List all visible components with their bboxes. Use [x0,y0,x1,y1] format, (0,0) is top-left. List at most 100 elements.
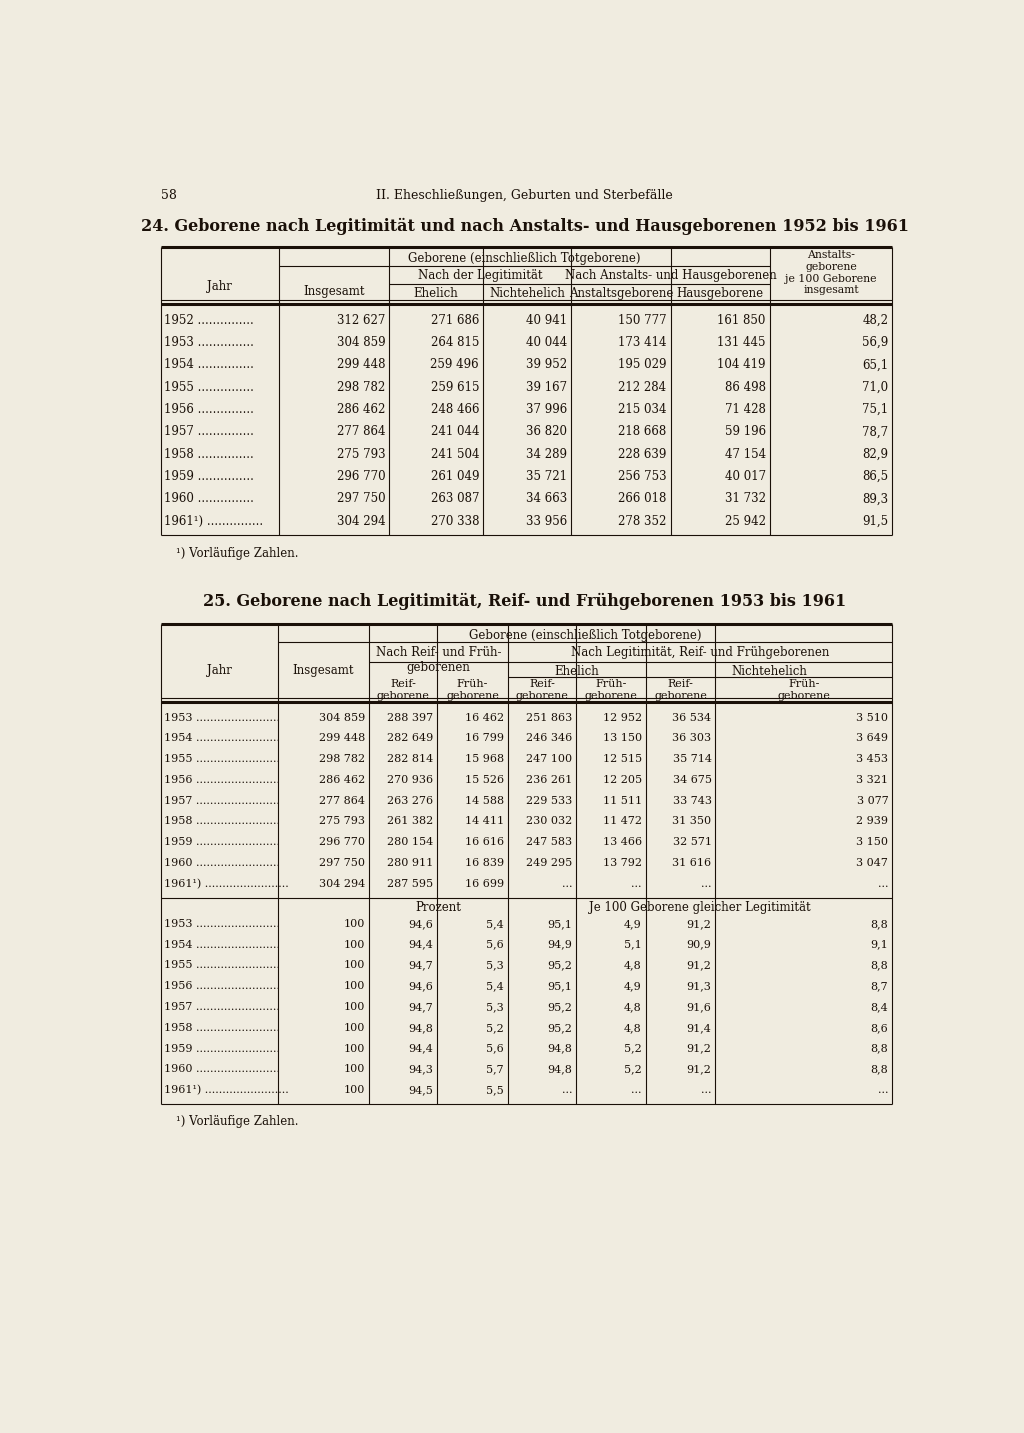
Text: 195 029: 195 029 [618,358,667,371]
Text: Reif-
geborene: Reif- geborene [377,679,429,701]
Text: Je 100 Geborene gleicher Legitimität: Je 100 Geborene gleicher Legitimität [589,901,811,914]
Text: 59 196: 59 196 [725,426,766,438]
Text: II. Eheschließungen, Geburten und Sterbefälle: II. Eheschließungen, Geburten und Sterbe… [377,189,673,202]
Text: Geborene (einschließlich Totgeborene): Geborene (einschließlich Totgeborene) [469,629,701,642]
Text: 1960 ...............: 1960 ............... [165,493,254,506]
Text: 1952 ...............: 1952 ............... [165,314,254,327]
Text: Reif-
geborene: Reif- geborene [654,679,707,701]
Text: 1959 ...............: 1959 ............... [165,470,254,483]
Text: 1958 ...............: 1958 ............... [165,447,254,460]
Text: 282 649: 282 649 [387,734,433,744]
Text: 16 799: 16 799 [465,734,504,744]
Text: 230 032: 230 032 [526,817,572,827]
Text: 31 616: 31 616 [673,858,712,868]
Text: ...: ... [878,1085,888,1095]
Text: 32 571: 32 571 [673,837,712,847]
Text: 12 205: 12 205 [603,775,642,785]
Text: 288 397: 288 397 [387,712,433,722]
Text: 261 382: 261 382 [387,817,433,827]
Text: 266 018: 266 018 [618,493,667,506]
Text: 1960 ........................: 1960 ........................ [165,1065,281,1075]
Text: 2 939: 2 939 [856,817,888,827]
Text: 251 863: 251 863 [526,712,572,722]
Text: 1957 ........................: 1957 ........................ [165,795,281,805]
Text: 104 419: 104 419 [718,358,766,371]
Text: 12 515: 12 515 [603,754,642,764]
Text: 304 294: 304 294 [318,878,366,888]
Text: 94,7: 94,7 [409,960,433,970]
Text: 24. Geborene nach Legitimität und nach Anstalts- und Hausgeborenen 1952 bis 1961: 24. Geborene nach Legitimität und nach A… [140,218,909,235]
Text: 25 942: 25 942 [725,514,766,527]
Text: 8,8: 8,8 [870,1043,888,1053]
Text: 86,5: 86,5 [862,470,888,483]
Text: ...: ... [701,1085,712,1095]
Text: 100: 100 [344,919,366,929]
Text: 100: 100 [344,982,366,992]
Text: Ehelich: Ehelich [414,287,459,299]
Text: 71 428: 71 428 [725,403,766,416]
Text: 1960 ........................: 1960 ........................ [165,858,281,868]
Text: 1954 ........................: 1954 ........................ [165,940,281,950]
Text: 40 941: 40 941 [526,314,567,327]
Text: 100: 100 [344,1002,366,1012]
Text: 4,9: 4,9 [624,982,642,992]
Text: 1958 ........................: 1958 ........................ [165,817,281,827]
Text: 8,8: 8,8 [870,919,888,929]
Text: 39 952: 39 952 [526,358,567,371]
Text: 1956 ...............: 1956 ............... [165,403,254,416]
Text: 94,4: 94,4 [409,940,433,950]
Text: 14 588: 14 588 [465,795,504,805]
Text: 56,9: 56,9 [862,335,888,350]
Text: ...: ... [632,1085,642,1095]
Text: 1959 ........................: 1959 ........................ [165,1043,281,1053]
Text: 35 721: 35 721 [526,470,567,483]
Text: 299 448: 299 448 [318,734,366,744]
Text: 33 743: 33 743 [673,795,712,805]
Text: 36 534: 36 534 [673,712,712,722]
Text: 247 583: 247 583 [526,837,572,847]
Text: 39 167: 39 167 [526,381,567,394]
Text: 263 087: 263 087 [430,493,479,506]
Text: 287 595: 287 595 [387,878,433,888]
Text: 94,6: 94,6 [409,982,433,992]
Text: 261 049: 261 049 [430,470,479,483]
Text: 3 150: 3 150 [856,837,888,847]
Text: Anstaltsgeborene: Anstaltsgeborene [568,287,673,299]
Text: 4,8: 4,8 [624,1002,642,1012]
Text: 94,9: 94,9 [547,940,572,950]
Text: Jahr: Jahr [208,279,232,292]
Text: 215 034: 215 034 [618,403,667,416]
Text: 3 453: 3 453 [856,754,888,764]
Text: 256 753: 256 753 [618,470,667,483]
Text: 282 814: 282 814 [387,754,433,764]
Text: 5,4: 5,4 [486,919,504,929]
Text: 34 289: 34 289 [526,447,567,460]
Text: 3 649: 3 649 [856,734,888,744]
Text: 5,3: 5,3 [486,960,504,970]
Text: 94,4: 94,4 [409,1043,433,1053]
Text: 246 346: 246 346 [526,734,572,744]
Text: 5,3: 5,3 [486,1002,504,1012]
Text: Insgesamt: Insgesamt [303,285,365,298]
Text: 5,1: 5,1 [624,940,642,950]
Text: 1955 ...............: 1955 ............... [165,381,254,394]
Text: 299 448: 299 448 [337,358,385,371]
Text: 1956 ........................: 1956 ........................ [165,775,281,785]
Text: 91,6: 91,6 [687,1002,712,1012]
Text: Geborene (einschließlich Totgeborene): Geborene (einschließlich Totgeborene) [409,252,641,265]
Text: ...: ... [878,878,888,888]
Text: 1955 ........................: 1955 ........................ [165,960,281,970]
Text: Ehelich: Ehelich [554,665,599,678]
Text: 3 510: 3 510 [856,712,888,722]
Text: 8,4: 8,4 [870,1002,888,1012]
Text: 31 350: 31 350 [673,817,712,827]
Text: 259 615: 259 615 [430,381,479,394]
Text: 8,7: 8,7 [870,982,888,992]
Text: 280 911: 280 911 [387,858,433,868]
Text: 16 462: 16 462 [465,712,504,722]
Text: Nach Legitimität, Reif- und Frühgeborenen: Nach Legitimität, Reif- und Frühgeborene… [570,645,829,659]
Text: 95,1: 95,1 [547,982,572,992]
Text: 82,9: 82,9 [862,447,888,460]
Text: 5,7: 5,7 [486,1065,504,1075]
Text: 5,2: 5,2 [624,1065,642,1075]
